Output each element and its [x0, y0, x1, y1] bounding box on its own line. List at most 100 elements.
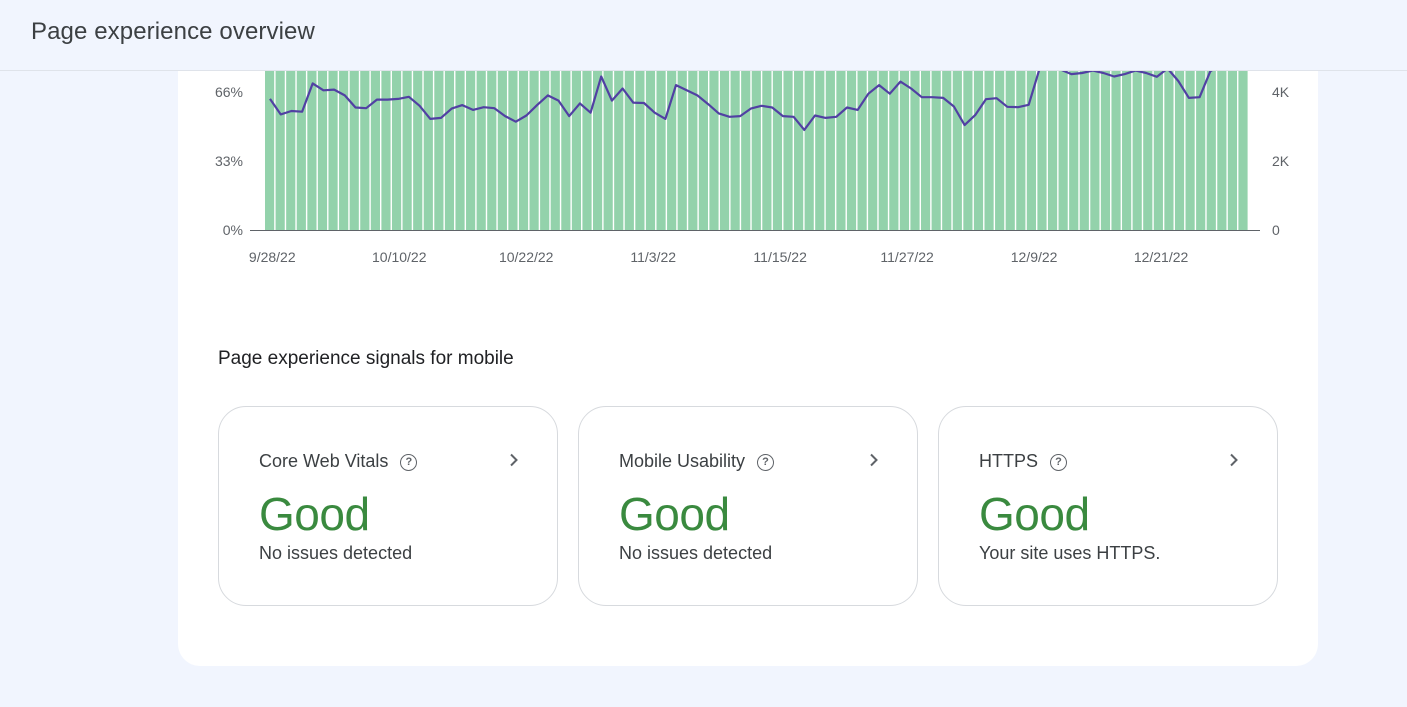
chart-bar: [296, 20, 306, 230]
chart-bar: [603, 20, 613, 230]
core-web-vitals-card[interactable]: Core Web Vitals? Good No issues detected: [218, 406, 558, 606]
chart-bar: [889, 20, 899, 230]
chart-bar: [645, 20, 656, 230]
page-title: Page experience overview: [31, 18, 315, 45]
chart-bar: [952, 20, 962, 230]
right-axis-tick-label: 4K: [1272, 84, 1290, 100]
chart-bar: [1090, 20, 1100, 230]
card-description: No issues detected: [259, 543, 413, 563]
x-axis-tick-label: 10/22/22: [499, 249, 554, 265]
help-icon[interactable]: ?: [757, 454, 775, 471]
chevron-right-icon[interactable]: [1227, 453, 1241, 467]
chart-bar: [476, 20, 486, 230]
chart-bar: [762, 20, 772, 230]
right-axis-labels: 0 2K 4K: [1272, 84, 1290, 238]
chart-bar: [1026, 20, 1036, 230]
card-name: Core Web Vitals: [259, 451, 389, 471]
chart-bar: [381, 20, 391, 230]
x-axis-tick-label: 11/15/22: [753, 249, 807, 265]
chart-bar: [540, 20, 550, 230]
chart-bar: [497, 20, 507, 230]
chart-bar: [529, 20, 539, 230]
help-icon[interactable]: ?: [1050, 454, 1068, 471]
help-icon[interactable]: ?: [400, 454, 418, 471]
chart-bar: [370, 20, 380, 230]
chart-bar: [508, 20, 518, 230]
chart-bar: [1122, 20, 1132, 230]
chart-bar: [275, 20, 285, 230]
chart-bar: [423, 20, 433, 230]
chart-bar: [582, 20, 592, 230]
chart-bar: [846, 20, 857, 230]
chart-bar: [910, 20, 920, 230]
chart-bar: [328, 20, 338, 230]
chart-bar: [635, 20, 645, 230]
chevron-right-icon[interactable]: [507, 453, 521, 467]
chart-bar: [751, 20, 761, 230]
chart-bar: [730, 20, 740, 230]
chart-bar: [550, 20, 560, 230]
chart-bar: [1217, 20, 1227, 230]
chart-bar: [413, 20, 423, 230]
card-name-row: Mobile Usability?: [619, 451, 775, 472]
chart-bar: [899, 20, 910, 230]
chart-bar: [1058, 20, 1068, 230]
chart-bar: [857, 20, 867, 230]
chart-bar: [772, 20, 783, 230]
page-header: Page experience overview: [0, 0, 1407, 71]
chart-bar: [804, 20, 814, 230]
chart-bar: [783, 20, 793, 230]
page-experience-chart: 0% 33% 66% 0 2K 4K 9/28/22 10/10/22 10/22/22 11…: [215, 20, 1290, 265]
left-axis-tick-label: 33%: [215, 153, 243, 169]
left-axis-labels: 0% 33% 66%: [215, 84, 243, 238]
chart-bar: [455, 20, 465, 230]
x-axis-tick-label: 12/21/22: [1134, 249, 1189, 265]
chart-bar: [741, 20, 751, 230]
chart-bar: [878, 20, 888, 230]
chart-bar: [656, 20, 666, 230]
chart-bar: [1016, 20, 1026, 230]
card-name-row: HTTPS?: [979, 451, 1068, 472]
chart-bar: [1005, 20, 1015, 230]
chart-bar: [614, 20, 624, 230]
mobile-usability-card[interactable]: Mobile Usability? Good No issues detecte…: [578, 406, 918, 606]
chart-bar: [317, 20, 328, 230]
chart-bar: [444, 20, 455, 230]
chart-bar: [942, 20, 952, 230]
signals-section-title: Page experience signals for mobile: [218, 348, 514, 369]
chart-bar: [931, 20, 941, 230]
chart-bar: [921, 20, 931, 230]
chart-bar: [1132, 20, 1142, 230]
chart-bar: [265, 20, 275, 230]
chart-bar: [593, 20, 603, 230]
chart-bar: [307, 20, 317, 230]
card-status: Good: [259, 488, 370, 540]
chart-bar: [1206, 20, 1216, 230]
chart-bar: [1079, 20, 1089, 230]
x-axis-tick-label: 9/28/22: [249, 249, 296, 265]
chart-bar: [1047, 20, 1058, 230]
chart-bar: [1143, 20, 1153, 230]
left-axis-tick-label: 66%: [215, 84, 243, 100]
right-axis-tick-label: 2K: [1272, 153, 1290, 169]
chart-bar: [688, 20, 698, 230]
chart-bar: [487, 20, 497, 230]
card-description: No issues detected: [619, 543, 773, 563]
chart-bar: [995, 20, 1005, 230]
chart-bar: [868, 20, 878, 230]
chart-bar: [624, 20, 634, 230]
https-card[interactable]: HTTPS? Good Your site uses HTTPS.: [938, 406, 1278, 606]
chevron-right-icon[interactable]: [867, 453, 881, 467]
x-axis-tick-label: 11/3/22: [630, 249, 676, 265]
chart-bar: [466, 20, 476, 230]
x-axis-tick-label: 11/27/22: [880, 249, 934, 265]
chart-bar: [561, 20, 571, 230]
chart-bar: [1164, 20, 1174, 230]
chart-bar: [667, 20, 677, 230]
chart-bar: [984, 20, 994, 230]
card-status: Good: [979, 488, 1090, 540]
chart-bar: [518, 20, 529, 230]
x-axis-tick-label: 10/10/22: [372, 249, 427, 265]
chart-bar: [825, 20, 835, 230]
chart-bar: [794, 20, 804, 230]
